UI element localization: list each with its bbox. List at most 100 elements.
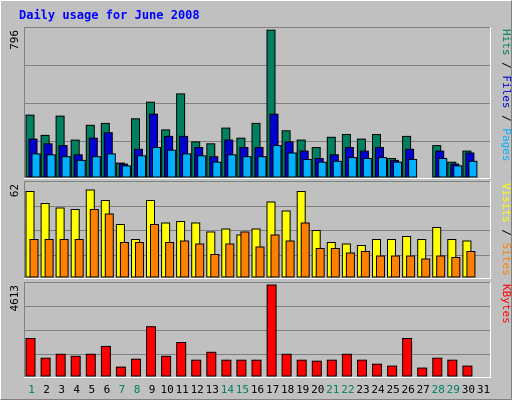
- side-legend-hits: Hits: [500, 29, 512, 56]
- day-label-4: 4: [73, 383, 80, 396]
- side-legend-pages: Pages: [500, 128, 512, 161]
- day-label-28: 28: [432, 383, 445, 396]
- bar-pages-day-17: [272, 145, 282, 178]
- bar-pages-day-5: [91, 156, 101, 178]
- day-label-10: 10: [160, 383, 173, 396]
- bar-sites-day-29: [451, 257, 461, 278]
- day-label-30: 30: [462, 383, 475, 396]
- bar-sites-day-7: [119, 242, 129, 278]
- day-label-17: 17: [266, 383, 279, 396]
- side-legend-sites: Sites: [500, 243, 512, 276]
- bar-pages-day-21: [332, 160, 342, 178]
- day-label-16: 16: [251, 383, 264, 396]
- bar-sites-day-13: [210, 254, 220, 278]
- day-label-22: 22: [341, 383, 354, 396]
- bar-kbytes-day-1: [25, 338, 36, 377]
- bar-sites-day-30: [466, 251, 476, 278]
- bar-sites-day-5: [89, 209, 99, 278]
- day-label-15: 15: [236, 383, 249, 396]
- bar-sites-day-2: [44, 239, 54, 278]
- side-legend-separator: /: [500, 223, 512, 243]
- bar-kbytes-day-12: [191, 359, 202, 377]
- side-legend-separator: /: [500, 56, 512, 76]
- panel-3: 4613 KBytes: [8, 282, 512, 378]
- bar-sites-day-17: [270, 234, 280, 278]
- day-label-5: 5: [88, 383, 95, 396]
- bar-pages-day-6: [106, 153, 116, 178]
- day-label-14: 14: [221, 383, 235, 396]
- day-label-25: 25: [386, 383, 399, 396]
- day-label-1: 1: [28, 383, 35, 396]
- side-legend-visits: Visits: [500, 183, 512, 223]
- bar-kbytes-day-28: [432, 357, 443, 377]
- side-legend-kbytes: KBytes: [500, 284, 512, 324]
- bar-pages-day-20: [317, 161, 327, 178]
- bar-kbytes-day-22: [341, 353, 352, 377]
- bar-sites-day-12: [195, 243, 205, 278]
- panel-2: 62 Visits / Sites: [8, 181, 512, 279]
- bar-kbytes-day-16: [251, 359, 262, 377]
- bar-sites-day-3: [59, 239, 69, 278]
- bar-kbytes-day-3: [55, 353, 66, 377]
- bar-pages-day-2: [46, 154, 56, 178]
- day-label-12: 12: [191, 383, 204, 396]
- day-label-31: 31: [477, 383, 490, 396]
- bar-kbytes-day-23: [357, 359, 367, 377]
- bar-sites-day-27: [421, 258, 431, 278]
- bar-kbytes-day-25: [387, 365, 398, 377]
- bar-kbytes-day-2: [40, 357, 51, 377]
- bar-kbytes-day-17: [266, 284, 277, 377]
- bar-pages-day-28: [438, 158, 448, 178]
- day-label-11: 11: [176, 383, 189, 396]
- bar-sites-day-16: [255, 246, 265, 278]
- bar-kbytes-day-26: [402, 338, 413, 377]
- bar-pages-day-29: [453, 165, 463, 178]
- bar-pages-day-1: [31, 153, 41, 178]
- bar-kbytes-day-4: [70, 355, 81, 377]
- bar-kbytes-day-6: [100, 345, 111, 377]
- bar-pages-day-4: [76, 159, 86, 178]
- side-legend-files: Files: [500, 75, 512, 108]
- bar-sites-day-1: [29, 239, 39, 278]
- bar-sites-day-25: [391, 255, 400, 278]
- day-axis-labels: 1 2 3 4 5 6 7 8 9 10 11 12 13 14 15 16 17 18 19 20 21 22 23 24 2…: [28, 383, 490, 396]
- bar-sites-day-26: [406, 255, 416, 278]
- bar-sites-day-8: [135, 242, 144, 278]
- side-legend: Hits / Files / Pages: [500, 29, 512, 162]
- bar-kbytes-day-21: [326, 359, 337, 377]
- day-label-27: 27: [417, 383, 430, 396]
- bar-kbytes-day-20: [311, 360, 322, 377]
- bar-pages-day-10: [167, 149, 177, 178]
- y-max-label: 4613: [8, 285, 21, 312]
- bar-sites-day-19: [300, 222, 310, 278]
- day-label-7: 7: [119, 383, 126, 396]
- bar-pages-day-13: [212, 161, 222, 178]
- bar-sites-day-18: [285, 240, 295, 278]
- day-label-24: 24: [371, 383, 385, 396]
- day-label-6: 6: [104, 383, 111, 396]
- bar-sites-day-23: [360, 251, 370, 278]
- day-label-18: 18: [281, 383, 294, 396]
- bar-kbytes-day-5: [85, 353, 96, 377]
- day-label-9: 9: [149, 383, 156, 396]
- bar-kbytes-day-18: [281, 353, 292, 377]
- bar-pages-day-19: [302, 159, 312, 178]
- bar-kbytes-day-10: [161, 355, 172, 377]
- bar-kbytes-day-19: [296, 359, 307, 377]
- bar-sites-day-6: [104, 213, 114, 278]
- side-legend: Visits / Sites: [500, 183, 512, 276]
- bar-kbytes-day-15: [236, 359, 247, 377]
- bar-pages-day-11: [182, 153, 192, 178]
- bar-pages-day-9: [152, 147, 161, 178]
- bar-pages-day-22: [347, 157, 357, 178]
- bar-sites-day-4: [74, 239, 84, 278]
- bar-kbytes-day-8: [131, 358, 141, 377]
- y-max-label: 796: [8, 30, 21, 50]
- bar-kbytes-day-7: [115, 366, 126, 377]
- day-label-2: 2: [43, 383, 50, 396]
- day-label-3: 3: [58, 383, 65, 396]
- bar-pages-day-15: [242, 156, 252, 178]
- bar-kbytes-day-9: [146, 326, 156, 377]
- bar-pages-day-18: [287, 152, 297, 178]
